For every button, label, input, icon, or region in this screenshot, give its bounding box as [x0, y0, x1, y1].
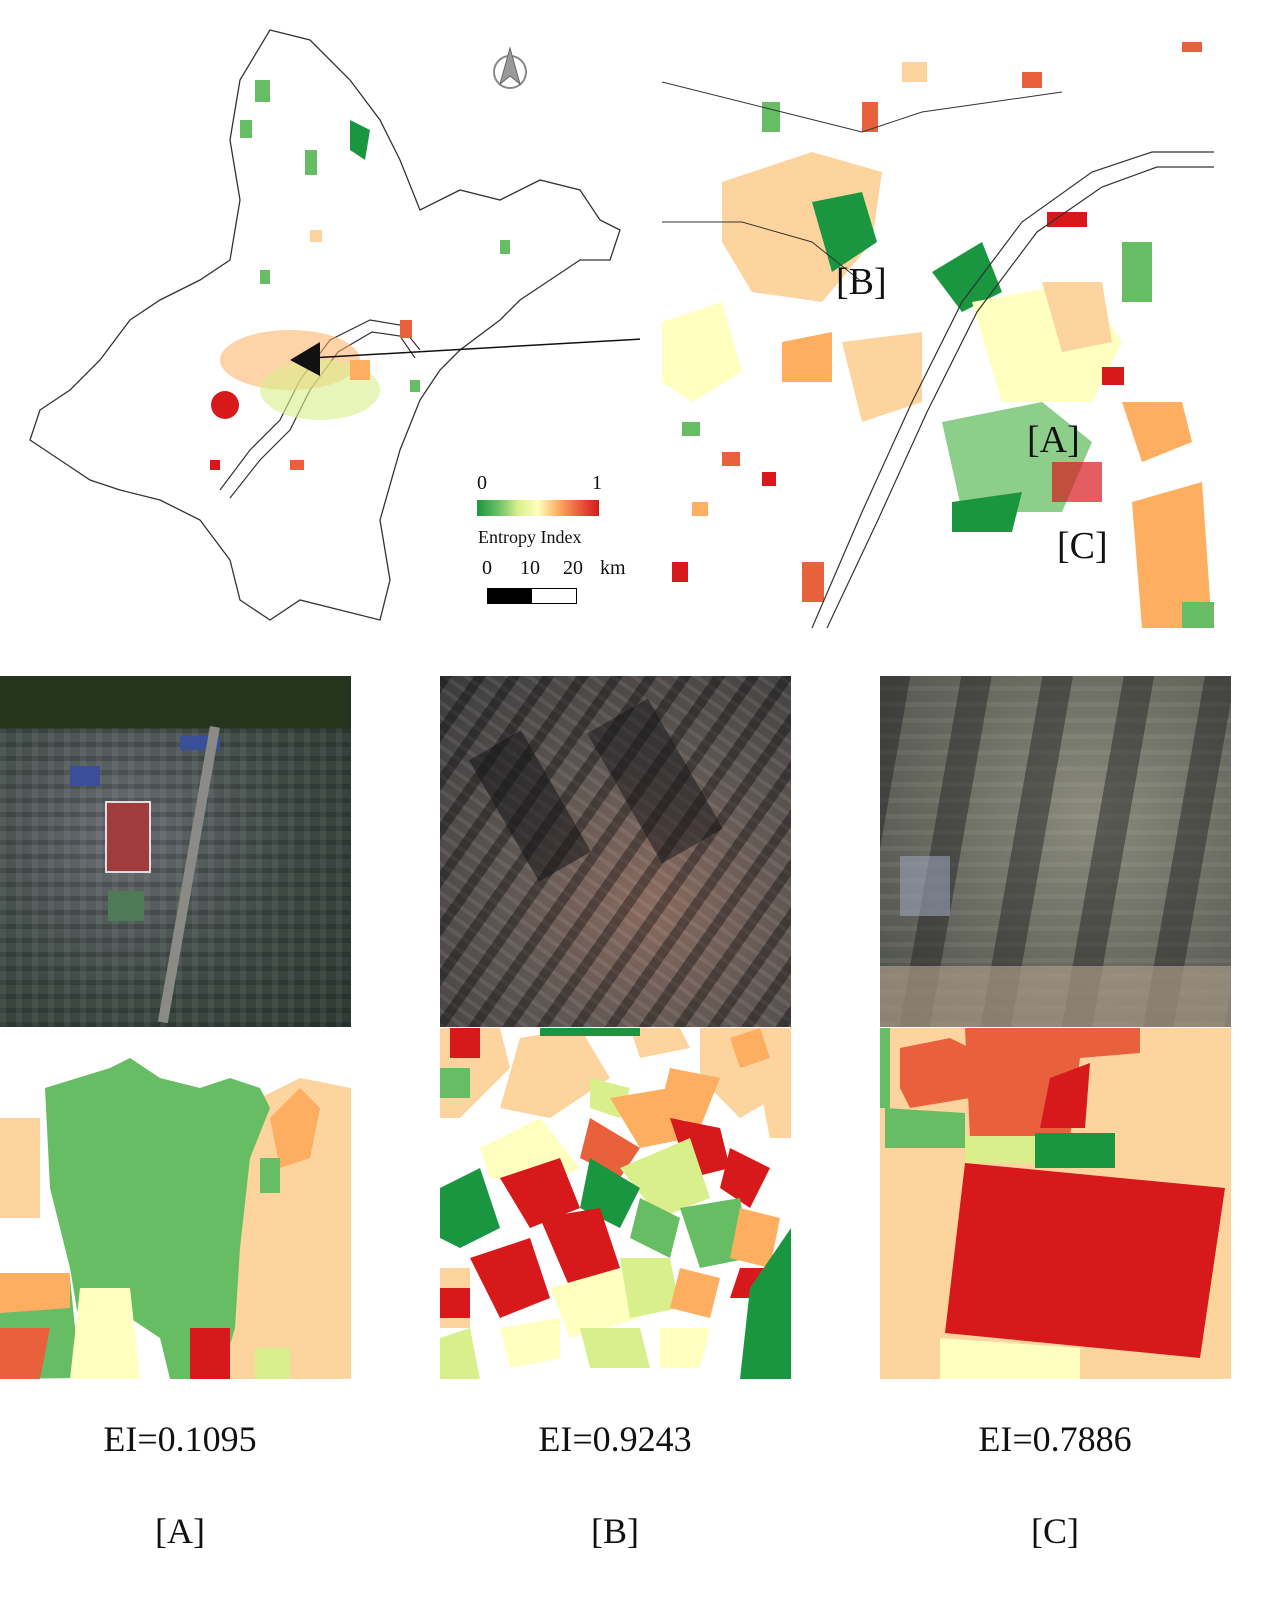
scale-unit: km [600, 557, 626, 579]
panel-label-a: [A] [155, 1511, 205, 1551]
ei-value-c: EI=0.7886 [978, 1419, 1132, 1459]
inset-map [662, 42, 1214, 628]
entropy-map-c [880, 1028, 1231, 1379]
north-arrow-icon [493, 46, 527, 89]
inset-label-c: [C] [1057, 525, 1108, 567]
entropy-map-b [440, 1028, 791, 1379]
legend-color-ramp [477, 500, 599, 516]
ei-value-a: EI=0.1095 [103, 1419, 257, 1459]
satellite-image-c [880, 676, 1231, 1027]
scale-bar [487, 588, 577, 604]
ei-value-b: EI=0.9243 [538, 1419, 692, 1459]
panel-label-b: [B] [591, 1511, 639, 1551]
legend-max: 1 [592, 472, 602, 494]
entropy-map-a [0, 1028, 351, 1379]
inset-label-a: [A] [1027, 419, 1080, 461]
legend-min: 0 [477, 472, 487, 494]
satellite-image-a [0, 676, 351, 1027]
pointer-arrow [290, 342, 320, 376]
overview-map [29, 29, 640, 621]
inset-label-b: [B] [836, 261, 887, 303]
inset-patches [662, 42, 1214, 628]
scale-label-0: 0 [482, 557, 492, 579]
city-boundary [29, 29, 621, 621]
satellite-image-b [440, 676, 791, 1027]
panel-label-c: [C] [1031, 1511, 1079, 1551]
scale-label-10: 10 [520, 557, 540, 579]
legend-title: Entropy Index [478, 527, 582, 547]
scale-label-20: 20 [563, 557, 583, 579]
